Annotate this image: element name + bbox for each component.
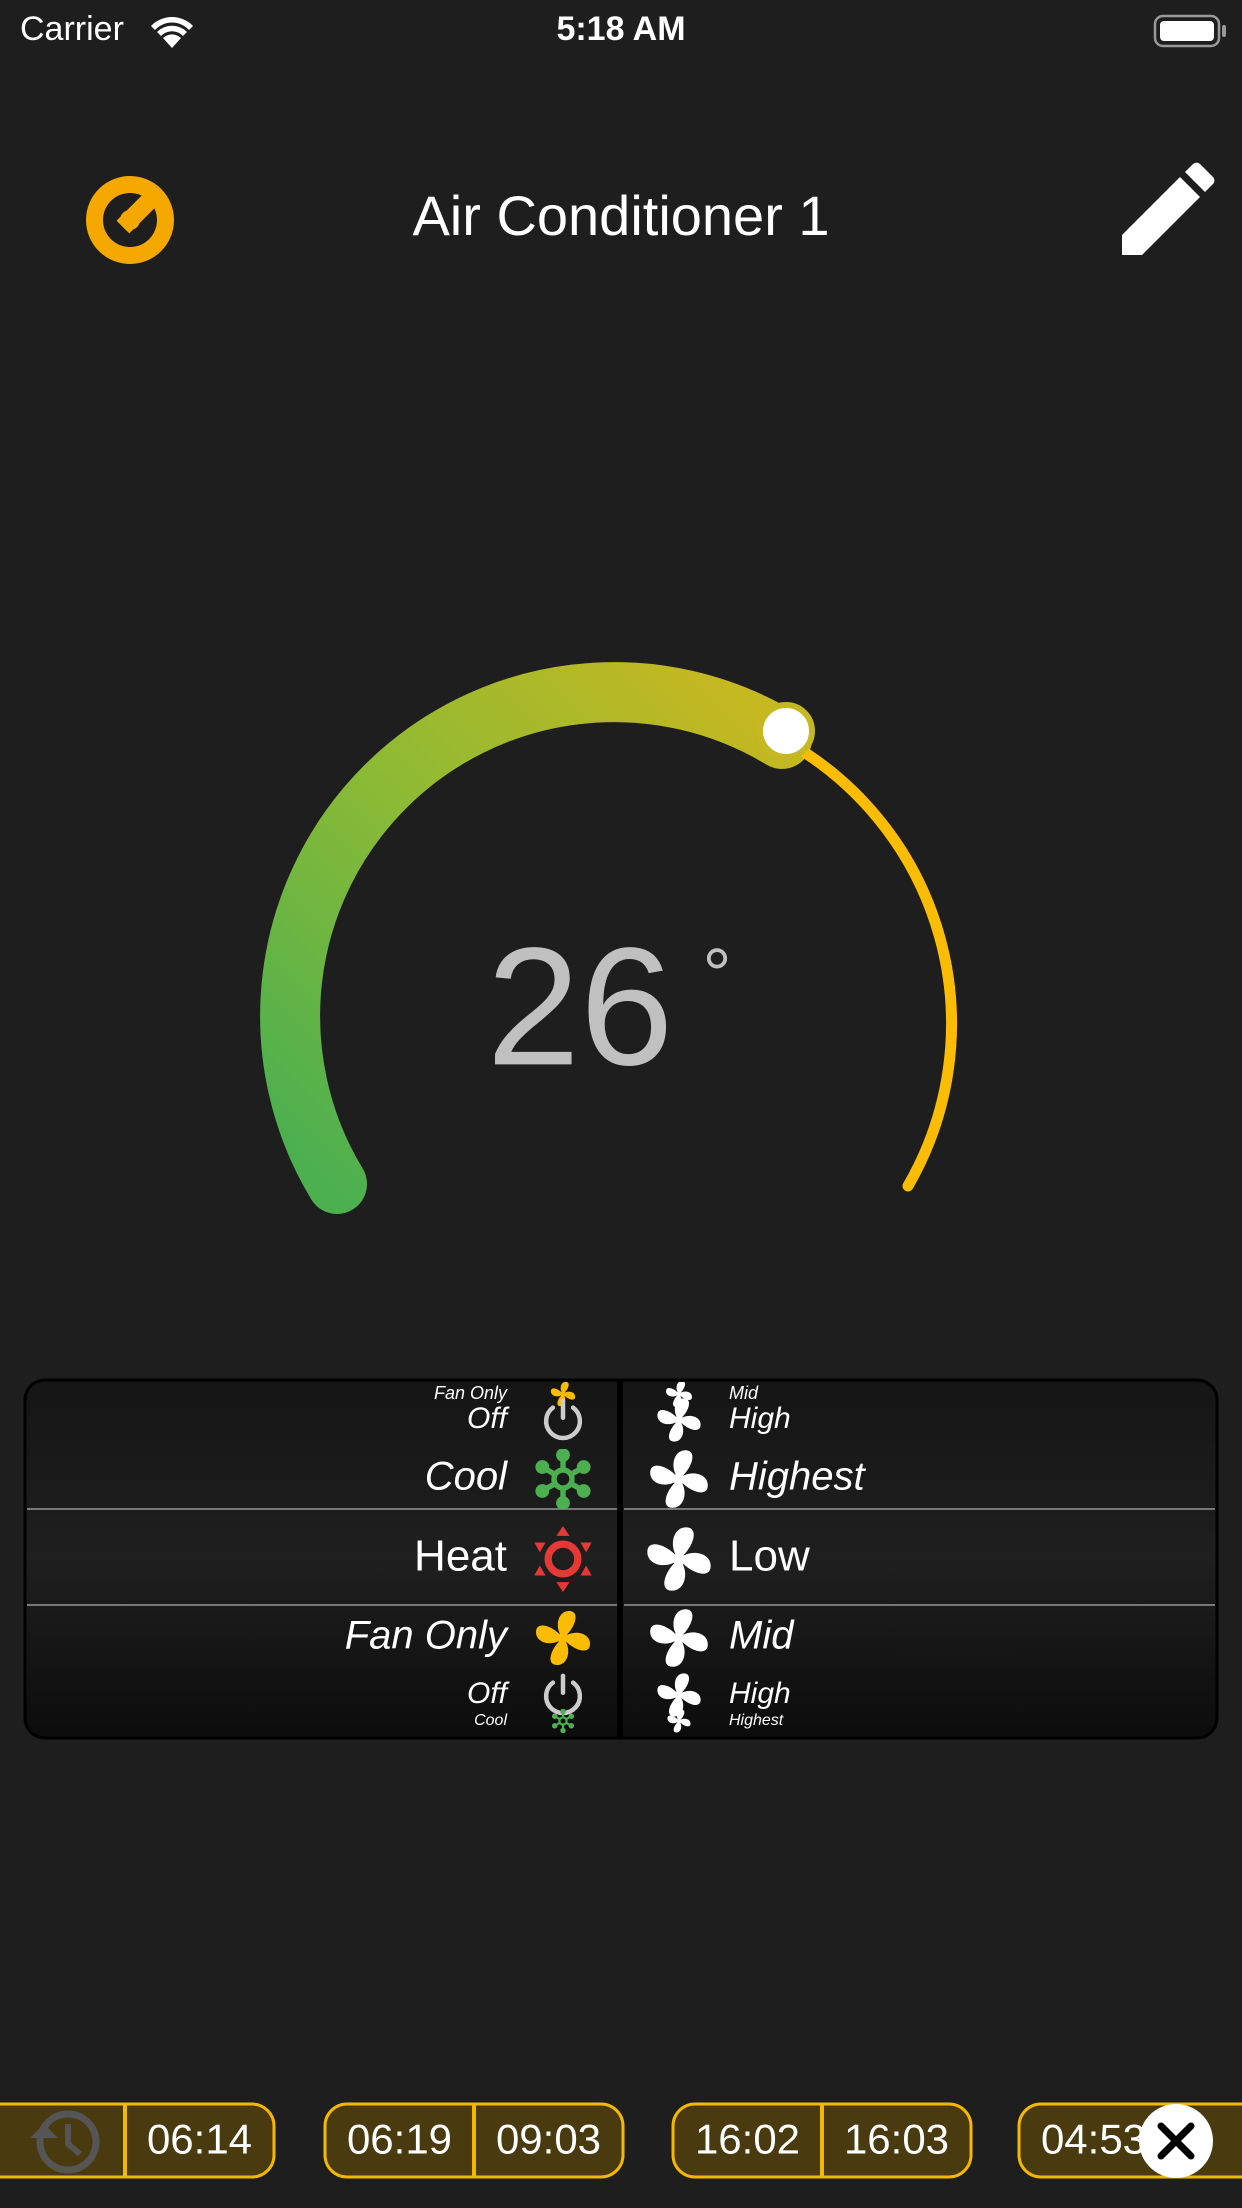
fan-option[interactable]: Mid: [729, 1614, 795, 1658]
fan-option[interactable]: High: [729, 1677, 791, 1710]
mode-option[interactable]: Fan Only: [345, 1614, 510, 1658]
fan-option[interactable]: Mid: [729, 1383, 759, 1403]
fan-option[interactable]: Low: [729, 1532, 810, 1581]
device-icon[interactable]: [86, 176, 174, 264]
close-button[interactable]: [1139, 2104, 1213, 2178]
gauge-knob[interactable]: [757, 702, 815, 760]
mode-option[interactable]: Cool: [425, 1455, 508, 1499]
wifi-icon: [151, 16, 193, 48]
degree-sign: °: [703, 935, 732, 1015]
gauge-active-arc[interactable]: [260, 662, 812, 1214]
mode-option[interactable]: Off: [467, 1402, 510, 1435]
schedule-time: 06:14: [147, 2116, 252, 2163]
history-button[interactable]: [30, 2110, 100, 2174]
schedule-time: 09:03: [496, 2116, 601, 2163]
title: Air Conditioner 1: [412, 184, 829, 247]
mode-option[interactable]: Heat: [414, 1532, 507, 1581]
schedule-time: 04:53: [1041, 2116, 1146, 2163]
mode-option[interactable]: Off: [467, 1677, 510, 1710]
temperature: 26: [487, 912, 674, 1100]
schedule-time: 16:03: [844, 2116, 949, 2163]
carrier: Carrier: [20, 10, 124, 48]
schedule-time: 16:02: [695, 2116, 800, 2163]
edit-button[interactable]: [1122, 162, 1215, 255]
schedule-time: 06:19: [347, 2116, 452, 2163]
fan-option[interactable]: Highest: [729, 1712, 784, 1729]
fan-option[interactable]: Highest: [729, 1455, 867, 1499]
gauge-track[interactable]: [776, 733, 957, 1192]
fan-option[interactable]: High: [729, 1402, 791, 1435]
clock: 5:18 AM: [556, 10, 685, 48]
schedule-bar: 06:14 06:19 09:03 16:02 16:03 04:53: [0, 2102, 1242, 2179]
mode-option[interactable]: Fan Only: [434, 1383, 508, 1403]
battery-icon: [1153, 14, 1226, 48]
mode-option[interactable]: Cool: [474, 1712, 507, 1729]
